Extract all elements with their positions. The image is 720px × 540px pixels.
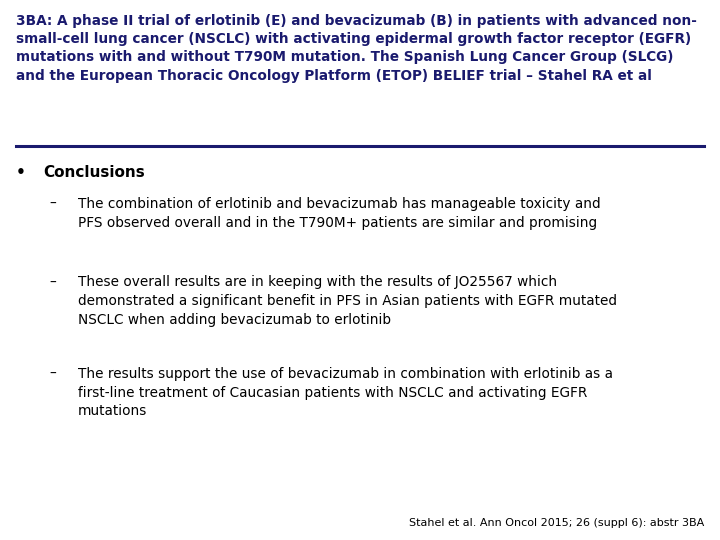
Text: These overall results are in keeping with the results of JO25567 which
demonstra: These overall results are in keeping wit… bbox=[78, 275, 617, 327]
Text: –: – bbox=[49, 197, 55, 211]
Text: 3BA: A phase II trial of erlotinib (E) and bevacizumab (B) in patients with adva: 3BA: A phase II trial of erlotinib (E) a… bbox=[16, 14, 697, 83]
Text: The combination of erlotinib and bevacizumab has manageable toxicity and
PFS obs: The combination of erlotinib and bevaciz… bbox=[78, 197, 600, 230]
Text: –: – bbox=[49, 367, 55, 381]
Text: Stahel et al. Ann Oncol 2015; 26 (suppl 6): abstr 3BA: Stahel et al. Ann Oncol 2015; 26 (suppl … bbox=[409, 518, 704, 528]
Text: •: • bbox=[16, 165, 26, 180]
Text: Conclusions: Conclusions bbox=[43, 165, 145, 180]
Text: –: – bbox=[49, 275, 55, 289]
Text: The results support the use of bevacizumab in combination with erlotinib as a
fi: The results support the use of bevacizum… bbox=[78, 367, 613, 418]
